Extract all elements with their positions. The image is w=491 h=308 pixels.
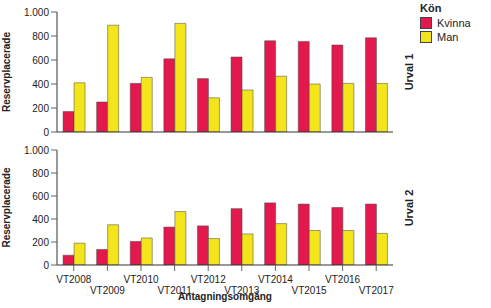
svg-text:800: 800 [32, 168, 49, 179]
svg-text:VT2012: VT2012 [191, 274, 226, 285]
html-text:Kvinna: Kvinna [437, 17, 471, 29]
svg-text:VT2009: VT2009 [90, 285, 125, 295]
svg-text:600: 600 [32, 191, 49, 202]
svg-text:VT2014: VT2014 [258, 274, 293, 285]
svg-text:200: 200 [32, 103, 49, 114]
svg-text:VT2010: VT2010 [123, 274, 158, 285]
svg-text:400: 400 [32, 79, 49, 90]
html-text:Urval 2: Urval 2 [403, 189, 415, 226]
html-text:Antagningsomgång: Antagningsomgång [178, 291, 272, 302]
svg-text:VT2016: VT2016 [325, 274, 360, 285]
svg-text:1.000: 1.000 [24, 7, 49, 18]
html-text:Man: Man [437, 31, 459, 43]
svg-text:600: 600 [32, 55, 49, 66]
svg-text:0: 0 [43, 127, 49, 138]
html-text:Kön: Kön [420, 2, 442, 14]
svg-text:0: 0 [43, 260, 49, 271]
html-text:Urval 1: Urval 1 [403, 53, 415, 91]
svg-text:VT2017: VT2017 [359, 285, 394, 295]
svg-text:VT2015: VT2015 [291, 285, 326, 295]
svg-text:200: 200 [32, 237, 49, 248]
svg-text:Reservplacerade: Reservplacerade [8, 32, 12, 112]
svg-text:Reservplacerade: Reservplacerade [8, 167, 12, 247]
svg-text:800: 800 [32, 31, 49, 42]
svg-text:VT2008: VT2008 [56, 274, 91, 285]
svg-text:400: 400 [32, 214, 49, 225]
svg-text:1.000: 1.000 [24, 145, 49, 156]
